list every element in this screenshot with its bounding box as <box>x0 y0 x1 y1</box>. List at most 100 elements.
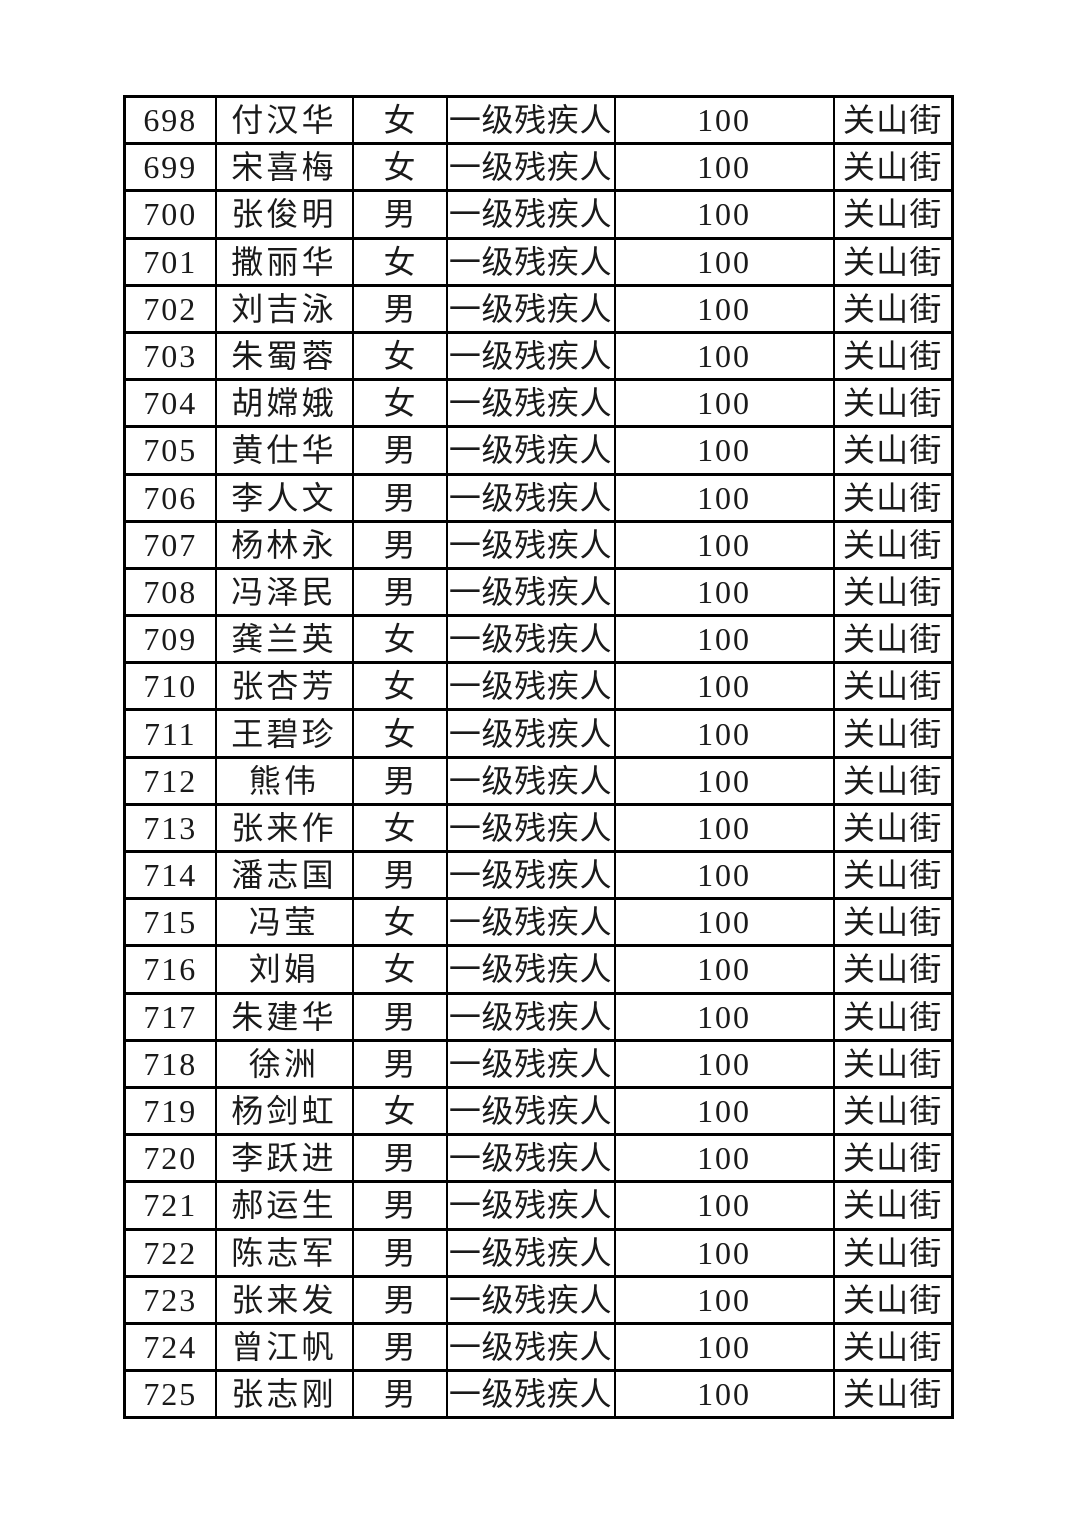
cell-street: 关山街 <box>832 330 954 382</box>
cell-category: 一级残疾人 <box>445 1321 616 1373</box>
cell-serial-number: 724 <box>123 1321 217 1373</box>
cell-category: 一级残疾人 <box>445 1274 616 1325</box>
cell-amount: 100 <box>613 1085 835 1137</box>
cell-amount: 100 <box>613 708 835 759</box>
cell-street: 关山街 <box>832 661 954 712</box>
cell-gender: 男 <box>351 283 448 334</box>
cell-gender: 男 <box>351 519 448 570</box>
cell-amount: 100 <box>613 614 835 665</box>
cell-amount: 100 <box>613 1369 835 1420</box>
table-row: 720 李跃进 男 一级残疾人 100 关山街 <box>123 1133 954 1184</box>
cell-amount: 100 <box>613 142 835 193</box>
cell-serial-number: 700 <box>123 189 217 240</box>
cell-street: 关山街 <box>832 802 954 854</box>
cell-street: 关山街 <box>832 425 954 476</box>
cell-category: 一级残疾人 <box>445 142 616 193</box>
table-row: 705 黄仕华 男 一级残疾人 100 关山街 <box>123 425 954 476</box>
cell-person-name: 朱蜀蓉 <box>214 330 354 382</box>
cell-category: 一级残疾人 <box>445 472 616 523</box>
cell-person-name: 李人文 <box>214 472 354 523</box>
table-row: 708 冯泽民 男 一级残疾人 100 关山街 <box>123 566 954 618</box>
cell-amount: 100 <box>613 330 835 382</box>
cell-amount: 100 <box>613 566 835 618</box>
cell-gender: 女 <box>351 142 448 193</box>
cell-street: 关山街 <box>832 472 954 523</box>
cell-serial-number: 719 <box>123 1085 217 1137</box>
table-row: 707 杨林永 男 一级残疾人 100 关山街 <box>123 519 954 570</box>
cell-gender: 男 <box>351 1274 448 1325</box>
cell-gender: 女 <box>351 1085 448 1137</box>
cell-category: 一级残疾人 <box>445 991 616 1042</box>
table-row: 722 陈志军 男 一级残疾人 100 关山街 <box>123 1227 954 1278</box>
cell-street: 关山街 <box>832 94 954 146</box>
cell-serial-number: 722 <box>123 1227 217 1278</box>
cell-street: 关山街 <box>832 1227 954 1278</box>
cell-category: 一级残疾人 <box>445 802 616 854</box>
table-row: 709 龚兰英 女 一级残疾人 100 关山街 <box>123 614 954 665</box>
cell-gender: 女 <box>351 330 448 382</box>
cell-category: 一级残疾人 <box>445 1133 616 1184</box>
cell-amount: 100 <box>613 802 835 854</box>
cell-category: 一级残疾人 <box>445 283 616 334</box>
cell-serial-number: 703 <box>123 330 217 382</box>
cell-street: 关山街 <box>832 566 954 618</box>
cell-serial-number: 718 <box>123 1038 217 1089</box>
cell-category: 一级残疾人 <box>445 1038 616 1089</box>
table-row: 700 张俊明 男 一级残疾人 100 关山街 <box>123 189 954 240</box>
cell-category: 一级残疾人 <box>445 708 616 759</box>
cell-street: 关山街 <box>832 236 954 287</box>
cell-amount: 100 <box>613 849 835 901</box>
cell-amount: 100 <box>613 94 835 146</box>
table-row: 719 杨剑虹 女 一级残疾人 100 关山街 <box>123 1085 954 1137</box>
cell-amount: 100 <box>613 472 835 523</box>
cell-category: 一级残疾人 <box>445 614 616 665</box>
cell-gender: 男 <box>351 1369 448 1420</box>
cell-gender: 男 <box>351 472 448 523</box>
cell-serial-number: 715 <box>123 897 217 948</box>
roster-table-container: 698 付汉华 女 一级残疾人 100 关山街 699 宋喜梅 女 一级残疾人 … <box>123 94 954 1420</box>
cell-street: 关山街 <box>832 755 954 806</box>
cell-category: 一级残疾人 <box>445 94 616 146</box>
table-row: 721 郝运生 男 一级残疾人 100 关山街 <box>123 1180 954 1231</box>
cell-gender: 男 <box>351 1227 448 1278</box>
cell-amount: 100 <box>613 1321 835 1373</box>
cell-person-name: 黄仕华 <box>214 425 354 476</box>
cell-person-name: 朱建华 <box>214 991 354 1042</box>
cell-street: 关山街 <box>832 897 954 948</box>
cell-serial-number: 712 <box>123 755 217 806</box>
cell-category: 一级残疾人 <box>445 661 616 712</box>
table-row: 701 撒丽华 女 一级残疾人 100 关山街 <box>123 236 954 287</box>
cell-amount: 100 <box>613 519 835 570</box>
cell-gender: 男 <box>351 991 448 1042</box>
cell-amount: 100 <box>613 944 835 995</box>
cell-category: 一级残疾人 <box>445 944 616 995</box>
table-row: 716 刘娟 女 一级残疾人 100 关山街 <box>123 944 954 995</box>
cell-serial-number: 721 <box>123 1180 217 1231</box>
cell-gender: 男 <box>351 1038 448 1089</box>
cell-serial-number: 716 <box>123 944 217 995</box>
table-row: 717 朱建华 男 一级残疾人 100 关山街 <box>123 991 954 1042</box>
cell-amount: 100 <box>613 661 835 712</box>
cell-serial-number: 698 <box>123 94 217 146</box>
cell-street: 关山街 <box>832 283 954 334</box>
beneficiary-roster-table: 698 付汉华 女 一级残疾人 100 关山街 699 宋喜梅 女 一级残疾人 … <box>123 94 954 1420</box>
cell-serial-number: 714 <box>123 849 217 901</box>
cell-person-name: 付汉华 <box>214 94 354 146</box>
cell-category: 一级残疾人 <box>445 236 616 287</box>
cell-person-name: 胡嫦娥 <box>214 378 354 429</box>
cell-gender: 男 <box>351 1180 448 1231</box>
cell-person-name: 张来发 <box>214 1274 354 1325</box>
cell-amount: 100 <box>613 283 835 334</box>
cell-category: 一级残疾人 <box>445 1085 616 1137</box>
cell-person-name: 撒丽华 <box>214 236 354 287</box>
cell-serial-number: 705 <box>123 425 217 476</box>
cell-amount: 100 <box>613 1227 835 1278</box>
cell-category: 一级残疾人 <box>445 378 616 429</box>
table-row: 712 熊伟 男 一级残疾人 100 关山街 <box>123 755 954 806</box>
cell-street: 关山街 <box>832 1274 954 1325</box>
cell-amount: 100 <box>613 1180 835 1231</box>
cell-category: 一级残疾人 <box>445 897 616 948</box>
cell-gender: 男 <box>351 849 448 901</box>
cell-person-name: 冯莹 <box>214 897 354 948</box>
